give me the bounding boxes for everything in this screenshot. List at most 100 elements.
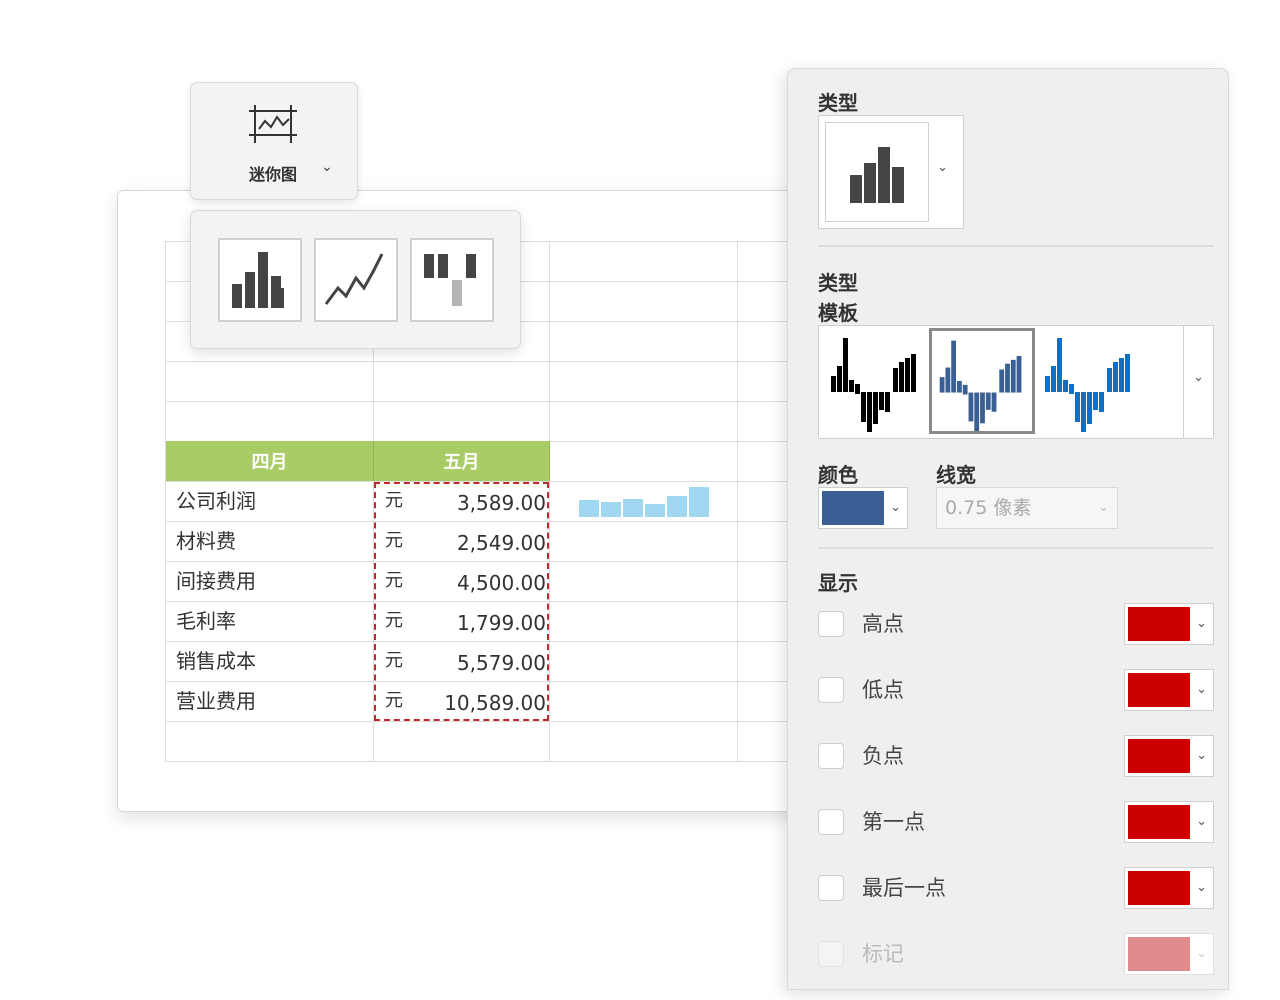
amount-cell[interactable]: 2,549.00 (456, 531, 546, 555)
amount-cell[interactable]: 5,579.00 (456, 651, 546, 675)
template-blue-icon (1045, 338, 1130, 432)
show-checkbox[interactable] (818, 677, 844, 703)
chevron-down-icon[interactable]: ⌄ (321, 159, 333, 175)
template-bar (905, 358, 910, 392)
template-bar (1063, 380, 1068, 392)
template-bar (1093, 392, 1098, 410)
row-label[interactable]: 公司利润 (176, 489, 256, 513)
template-bar (991, 392, 997, 412)
chevron-down-icon: ⌄ (890, 500, 901, 515)
chevron-down-icon: ⌄ (1196, 616, 1207, 631)
header-may[interactable]: 五月 (374, 441, 550, 481)
row-label[interactable]: 营业费用 (176, 689, 256, 713)
template-navy-icon (939, 340, 1022, 431)
sparkline-label: 迷你图 (249, 165, 298, 184)
sparkline-settings-panel: 类型 ⌄ 类型 模板 ⌄ 颜色 线宽 ⌄ (787, 68, 1229, 990)
winloss-type-option[interactable] (410, 238, 494, 322)
chevron-down-icon: ⌄ (1196, 880, 1207, 895)
show-color-picker[interactable]: ⌄ (1124, 801, 1214, 843)
color-title: 颜色 (818, 463, 858, 487)
template-gallery[interactable]: ⌄ (818, 325, 1214, 439)
amount-cell[interactable]: 3,589.00 (456, 491, 546, 515)
show-checkbox[interactable] (818, 611, 844, 637)
series-color-swatch (822, 491, 884, 525)
show-color-picker[interactable]: ⌄ (1124, 735, 1214, 777)
show-checkbox[interactable] (818, 743, 844, 769)
template-bar (831, 376, 836, 392)
header-april[interactable]: 四月 (166, 441, 374, 481)
show-option-label: 负点 (862, 744, 904, 768)
template-black[interactable] (823, 328, 929, 434)
unit-cell[interactable]: 元 (385, 490, 403, 511)
template-bar (1087, 392, 1092, 424)
sparkline-bar (689, 487, 709, 517)
selection-range (374, 482, 549, 721)
series-color-picker[interactable]: ⌄ (818, 487, 908, 529)
template-bar (1016, 356, 1022, 393)
template-bar (945, 367, 951, 393)
show-color-picker: ⌄ (1124, 933, 1214, 975)
amount-cell[interactable]: 10,589.00 (444, 691, 546, 715)
chevron-down-icon: ⌄ (1193, 370, 1204, 385)
show-color-swatch (1128, 739, 1190, 773)
template-bar (893, 368, 898, 392)
show-color-picker[interactable]: ⌄ (1124, 603, 1214, 645)
show-option-label: 第一点 (862, 810, 925, 834)
sparkline-group-icon (249, 105, 297, 143)
show-color-picker[interactable]: ⌄ (1124, 867, 1214, 909)
chevron-down-icon: ⌄ (1196, 682, 1207, 697)
template-navy-selected[interactable] (929, 328, 1035, 434)
chevron-down-icon: ⌄ (1196, 946, 1207, 961)
type-section-title: 类型 (818, 91, 858, 115)
show-color-swatch (1128, 805, 1190, 839)
unit-cell[interactable]: 元 (385, 530, 403, 551)
amount-cell[interactable]: 4,500.00 (456, 571, 546, 595)
template-blue[interactable] (1037, 328, 1143, 434)
show-checkbox[interactable] (818, 875, 844, 901)
column-sparkline-icon (850, 147, 904, 203)
amount-cell[interactable]: 1,799.00 (456, 611, 546, 635)
template-subtitle: 模板 (818, 301, 858, 325)
template-bar (855, 384, 860, 394)
chevron-down-icon[interactable]: ⌄ (937, 160, 948, 175)
show-color-swatch (1128, 607, 1190, 641)
row-label[interactable]: 材料费 (176, 529, 236, 553)
row-label[interactable]: 毛利率 (176, 609, 236, 633)
template-bar (867, 392, 872, 432)
template-bar (974, 392, 980, 431)
template-bar (999, 369, 1005, 393)
template-section-title: 类型 (818, 271, 858, 295)
line-type-option[interactable] (314, 238, 398, 322)
show-option-row: 高点 ⌄ (818, 603, 1214, 647)
column-type-option[interactable] (218, 238, 302, 322)
line-sparkline-icon (324, 253, 384, 305)
show-option-row: 负点 ⌄ (818, 735, 1214, 779)
template-bar (837, 366, 842, 392)
show-checkbox[interactable] (818, 809, 844, 835)
template-bar (879, 392, 884, 410)
row-label[interactable]: 间接费用 (176, 569, 256, 593)
template-bar (885, 392, 890, 412)
chevron-down-icon: ⌄ (1196, 814, 1207, 829)
show-option-row: 最后一点 ⌄ (818, 867, 1214, 911)
unit-cell[interactable]: 元 (385, 610, 403, 631)
unit-cell[interactable]: 元 (385, 570, 403, 591)
template-bar (861, 392, 866, 422)
sparkline-ribbon-button[interactable]: 迷你图 ⌄ (190, 82, 358, 200)
template-bar (1057, 338, 1062, 392)
template-more-button[interactable]: ⌄ (1183, 326, 1214, 438)
show-option-label: 最后一点 (862, 876, 946, 900)
unit-cell[interactable]: 元 (385, 650, 403, 671)
template-bar (1069, 384, 1074, 394)
type-dropdown[interactable]: ⌄ (818, 115, 964, 229)
template-bar (1099, 392, 1104, 412)
template-bar (980, 392, 985, 424)
row-label[interactable]: 销售成本 (176, 649, 256, 673)
template-bar (985, 392, 991, 410)
show-color-picker[interactable]: ⌄ (1124, 669, 1214, 711)
show-color-swatch (1128, 937, 1190, 971)
unit-cell[interactable]: 元 (385, 690, 403, 711)
sparkline-bar (667, 496, 687, 517)
template-bar (849, 380, 854, 392)
template-bar (957, 381, 962, 393)
